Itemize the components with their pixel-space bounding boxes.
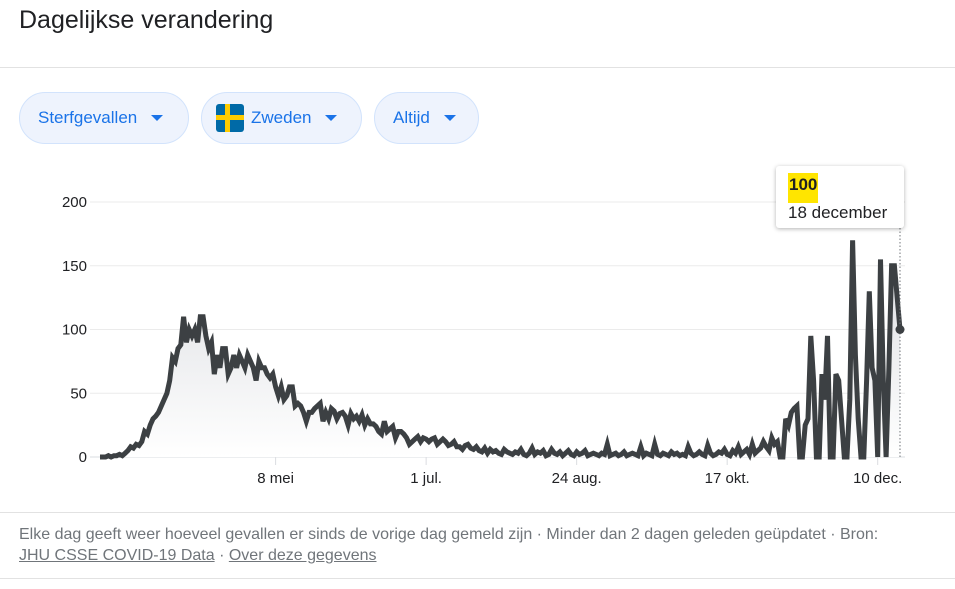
country-label: Zweden (251, 108, 312, 127)
x-tick-label: 17 okt. (705, 470, 750, 487)
y-tick-label: 50 (70, 385, 87, 402)
country-dropdown[interactable]: Zweden (201, 92, 362, 144)
y-tick-label: 0 (79, 449, 87, 466)
page-title: Dagelijkse verandering (19, 6, 274, 34)
footer: Elke dag geeft weer hoeveel gevallen er … (19, 524, 899, 566)
tooltip-value: 100 (788, 173, 819, 203)
period-label: Altijd (393, 108, 430, 127)
series-line (100, 240, 903, 461)
sweden-flag-icon (216, 104, 244, 132)
chevron-down-icon (443, 115, 456, 121)
y-tick-label: 100 (62, 322, 87, 339)
divider (0, 67, 955, 68)
area-fill (100, 240, 900, 457)
deaths-chart[interactable]: 0 50 100 150 200 8 mei 1 jul. 24 aug. 17 okt. 10… (0, 0, 955, 510)
x-tick-label: 8 mei (257, 470, 294, 487)
y-tick-label: 150 (62, 258, 87, 275)
x-tick-label: 1 jul. (410, 470, 442, 487)
divider (0, 578, 955, 579)
metric-dropdown[interactable]: Sterfgevallen (19, 92, 189, 144)
period-dropdown[interactable]: Altijd (374, 92, 479, 144)
y-tick-label: 200 (62, 194, 87, 211)
x-tick-label: 24 aug. (552, 470, 602, 487)
divider (0, 512, 955, 513)
highlighted-point (895, 325, 905, 334)
tooltip: 100 18 december (776, 166, 904, 228)
chevron-down-icon (325, 115, 338, 121)
about-data-link[interactable]: Over deze gegevens (228, 547, 377, 564)
tooltip-date: 18 december (788, 203, 888, 222)
chevron-down-icon (151, 115, 164, 121)
source-link[interactable]: JHU CSSE COVID-19 Data (19, 547, 215, 564)
metric-label: Sterfgevallen (38, 108, 138, 127)
footer-text: Elke dag geeft weer hoeveel gevallen er … (19, 526, 879, 543)
footer-separator: · (219, 547, 225, 564)
x-tick-label: 10 dec. (853, 470, 902, 487)
